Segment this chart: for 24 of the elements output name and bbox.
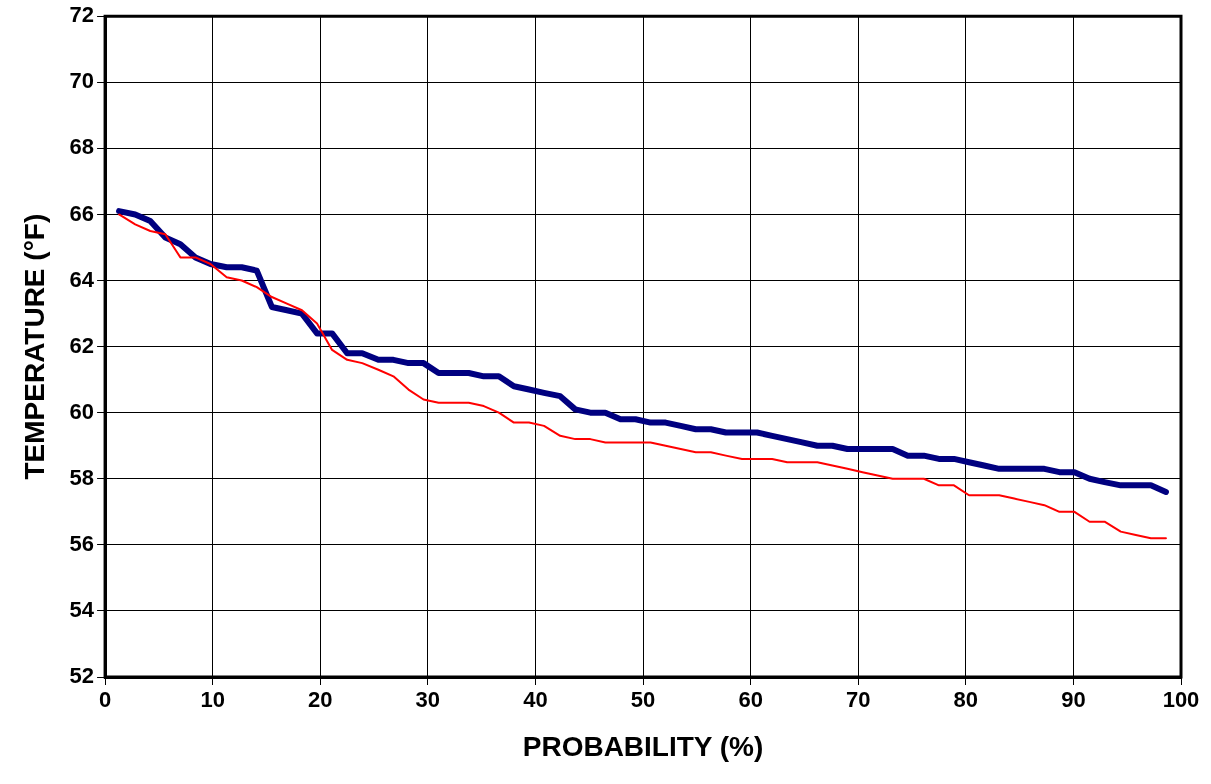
x-tick-label: 60: [738, 687, 763, 713]
x-tick-label: 100: [1162, 687, 1200, 713]
x-tick-label: 20: [308, 687, 333, 713]
x-tick-label: 90: [1061, 687, 1086, 713]
y-tick-label: 66: [69, 200, 95, 226]
x-tick-label: 80: [953, 687, 979, 713]
y-tick-label: 68: [69, 134, 95, 160]
y-tick-label: 58: [69, 464, 95, 490]
x-axis-title: PROBABILITY (%): [522, 730, 764, 762]
y-tick-label: 62: [69, 332, 95, 358]
y-tick-label: 54: [69, 596, 95, 622]
x-tick-label: 0: [98, 687, 112, 713]
y-tick-label: 64: [69, 266, 95, 292]
x-tick-label: 70: [845, 687, 871, 713]
y-tick-label: 72: [69, 2, 95, 28]
y-tick-label: 52: [69, 663, 95, 689]
x-tick-label: 10: [200, 687, 225, 713]
x-tick-label: 50: [630, 687, 656, 713]
y-tick-label: 60: [69, 398, 95, 424]
y-tick-label: 56: [69, 530, 95, 556]
y-axis-title: TEMPERATURE (°F): [18, 213, 50, 480]
y-tick-label: 70: [69, 68, 95, 94]
x-tick-label: 30: [415, 687, 441, 713]
x-tick-label: 40: [523, 687, 548, 713]
